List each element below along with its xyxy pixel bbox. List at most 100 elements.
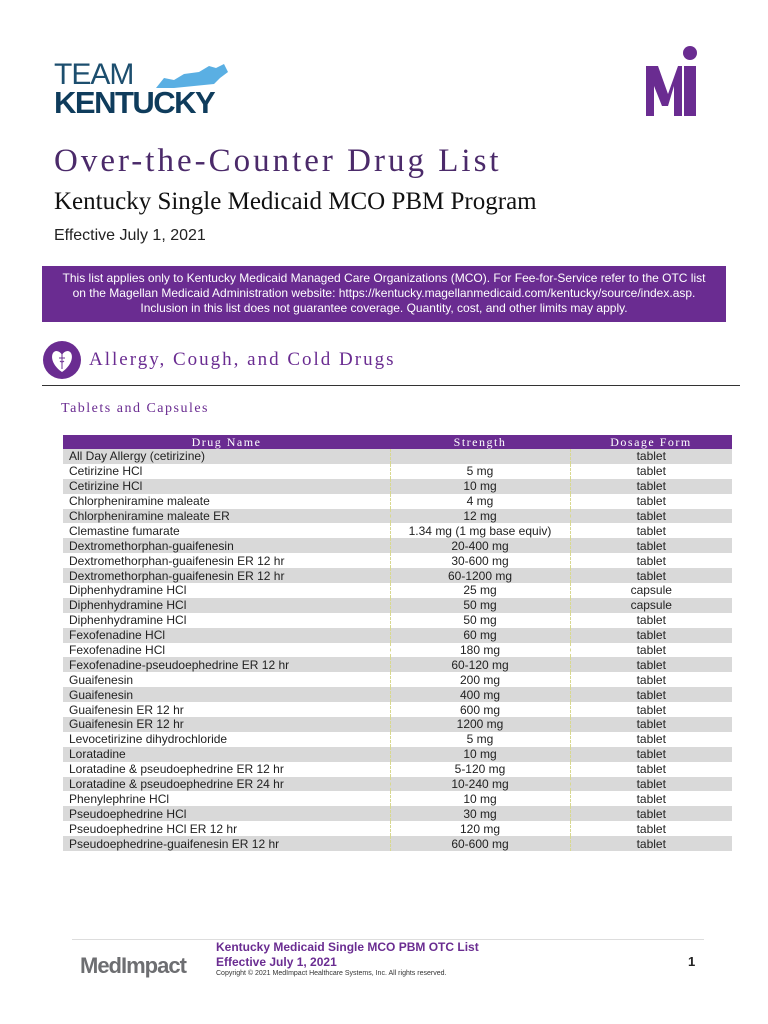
dosage-form-cell: tablet [569, 717, 732, 732]
strength-cell: 10 mg [389, 478, 570, 494]
medimpact-mi-logo [646, 46, 697, 116]
effective-date: Effective July 1, 2021 [54, 227, 206, 244]
strength-cell: 50 mg [389, 597, 570, 613]
strength-cell: 1.34 mg (1 mg base equiv) [389, 523, 570, 539]
table-row: Guaifenesin ER 12 hr 1200 mg tablet [63, 717, 732, 732]
strength-cell: 30-600 mg [389, 553, 570, 569]
table-row: Fexofenadine HCl 180 mg tablet [63, 642, 732, 658]
strength-cell: 600 mg [389, 702, 570, 718]
table-row: Loratadine 10 mg tablet [63, 746, 732, 762]
table-row: Guaifenesin 400 mg tablet [63, 687, 732, 703]
header-dosage-form: Dosage Form [570, 435, 732, 449]
table-row: Pseudoephedrine HCl 30 mg tablet [63, 806, 732, 822]
strength-cell: 50 mg [389, 612, 570, 628]
drug-name-cell: Chlorpheniramine maleate [69, 494, 210, 509]
dosage-form-cell: tablet [569, 672, 732, 688]
dosage-form-cell: tablet [569, 478, 732, 494]
dosage-form-cell: tablet [569, 836, 732, 852]
dosage-form-cell: tablet [569, 538, 732, 554]
strength-cell: 1200 mg [389, 717, 570, 732]
dosage-form-cell: tablet [569, 642, 732, 658]
drug-name-cell: Guaifenesin [63, 687, 390, 703]
divider [42, 385, 740, 386]
subsection-title: Tablets and Capsules [61, 401, 209, 416]
strength-cell: 30 mg [389, 806, 570, 822]
dosage-form-cell: tablet [569, 568, 732, 584]
drug-name-cell: Fexofenadine-pseudoephedrine ER 12 hr [63, 657, 390, 673]
dosage-form-cell: tablet [569, 687, 732, 703]
section-title: Allergy, Cough, and Cold Drugs [89, 349, 396, 370]
strength-cell: 5 mg [389, 463, 570, 479]
table-row: Levocetirizine dihydrochloride 5 mg tablet [63, 731, 732, 747]
table-row: Pseudoephedrine-guaifenesin ER 12 hr 60-6… [63, 836, 732, 852]
dosage-form-cell: tablet [569, 731, 732, 747]
drug-name-cell: Pseudoephedrine-guaifenesin ER 12 hr [63, 836, 390, 852]
drug-name-cell: Fexofenadine HCl [63, 627, 390, 643]
dosage-form-cell: tablet [569, 791, 732, 807]
page-title: Over-the-Counter Drug List [54, 143, 502, 179]
footer-copyright: Copyright © 2021 MedImpact Healthcare Sy… [216, 970, 447, 977]
drug-name-cell: Diphenhydramine HCl [69, 613, 187, 628]
strength-cell: 180 mg [389, 642, 570, 658]
strength-cell: 60-1200 mg [389, 568, 570, 584]
team-kentucky-logo: TEAM KENTUCKY [54, 60, 228, 118]
strength-cell: 5-120 mg [389, 761, 570, 777]
drug-name-cell: Levocetirizine dihydrochloride [69, 732, 228, 747]
dosage-form-cell: tablet [569, 821, 732, 837]
drug-name-cell: Cetirizine HCl [63, 478, 390, 494]
drug-name-cell: Dextromethorphan-guaifenesin [63, 538, 390, 554]
header-strength: Strength [390, 435, 570, 449]
dosage-form-cell: tablet [569, 523, 732, 539]
strength-cell: 20-400 mg [389, 538, 570, 554]
table-row: Loratadine & pseudoephedrine ER 12 hr 5-1… [63, 761, 732, 777]
drug-name-cell: Pseudoephedrine HCl [63, 806, 390, 822]
drug-name-cell: Clemastine fumarate [69, 523, 180, 538]
table-row: Diphenhydramine HCl 50 mg capsule [63, 597, 732, 613]
table-row: Cetirizine HCl 5 mg tablet [63, 463, 732, 479]
strength-cell: 200 mg [389, 672, 570, 688]
drug-table: Drug Name Strength Dosage Form All Day A… [63, 435, 732, 852]
footer-divider [72, 939, 704, 940]
strength-cell: 12 mg [389, 508, 570, 524]
table-row: Pseudoephedrine HCl ER 12 hr 120 mg tablet [63, 821, 732, 837]
table-row: Diphenhydramine HCl 25 mg capsule [63, 583, 732, 598]
footer-title: Kentucky Medicaid Single MCO PBM OTC Lis… [216, 940, 479, 954]
header-drug-name: Drug Name [63, 435, 390, 449]
banner-line: on the Magellan Medicaid Administration … [72, 286, 696, 300]
heart-caduceus-icon [43, 341, 81, 379]
drug-name-cell: Diphenhydramine HCl [63, 597, 390, 613]
table-row: Fexofenadine-pseudoephedrine ER 12 hr 60-… [63, 657, 732, 673]
table-row: Dextromethorphan-guaifenesin ER 12 hr 60-… [63, 568, 732, 584]
drug-name-cell: Pseudoephedrine HCl ER 12 hr [69, 821, 238, 836]
drug-name-cell: Loratadine & pseudoephedrine ER 24 hr [63, 776, 390, 792]
dosage-form-cell: tablet [569, 761, 732, 777]
table-row: Phenylephrine HCl 10 mg tablet [63, 791, 732, 807]
dosage-form-cell: tablet [569, 746, 732, 762]
strength-cell: 4 mg [389, 493, 570, 509]
strength-cell: 60-600 mg [389, 836, 570, 852]
table-row: All Day Allergy (cetirizine) tablet [63, 449, 732, 464]
dosage-form-cell: tablet [569, 702, 732, 718]
strength-cell: 10 mg [389, 791, 570, 807]
dosage-form-cell: capsule [569, 583, 732, 598]
page-number: 1 [688, 954, 696, 969]
footer-effective: Effective July 1, 2021 [216, 955, 337, 969]
notice-banner: This list applies only to Kentucky Medic… [42, 266, 726, 322]
page-subtitle: Kentucky Single Medicaid MCO PBM Program [54, 188, 537, 215]
drug-name-cell: Guaifenesin [69, 672, 134, 687]
drug-name-cell: Cetirizine HCl [69, 464, 143, 479]
dosage-form-cell: tablet [569, 449, 732, 464]
dosage-form-cell: tablet [569, 463, 732, 479]
drug-name-cell: Diphenhydramine HCl [69, 583, 187, 598]
drug-name-cell: All Day Allergy (cetirizine) [63, 449, 390, 464]
table-row: Chlorpheniramine maleate ER 12 mg tablet [63, 508, 732, 524]
strength-cell: 10-240 mg [389, 776, 570, 792]
table-row: Cetirizine HCl 10 mg tablet [63, 478, 732, 494]
dosage-form-cell: tablet [569, 553, 732, 569]
drug-name-cell: Chlorpheniramine maleate ER [63, 508, 390, 524]
table-row: Clemastine fumarate 1.34 mg (1 mg base eq… [63, 523, 732, 539]
dosage-form-cell: capsule [569, 597, 732, 613]
strength-cell: 60-120 mg [389, 657, 570, 673]
banner-line: Inclusion in this list does not guarante… [140, 301, 628, 315]
